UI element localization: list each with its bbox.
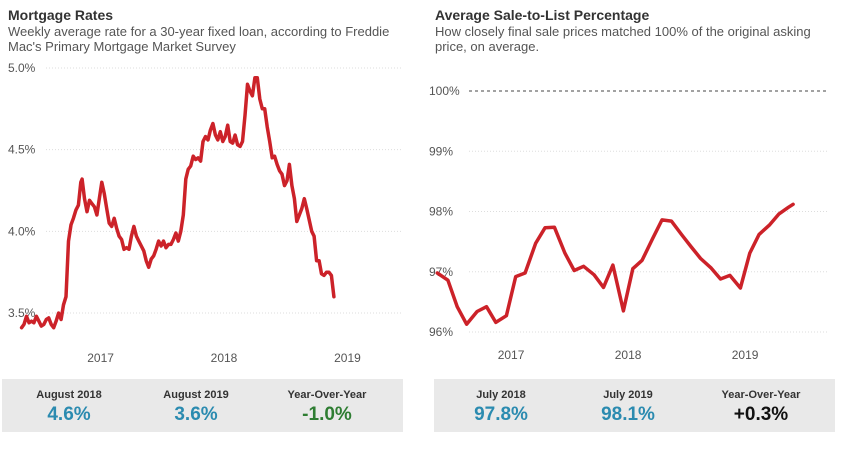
x-tick-label: 2018 [615,348,642,362]
stat-year-over-year: Year-Over-Year +0.3% [694,379,828,426]
stat-july-2018: July 2018 97.8% [434,379,568,426]
y-tick-label: 99% [429,144,453,158]
stat-august-2018: August 2018 4.6% [2,379,136,426]
y-tick-label: 4.5% [8,143,36,157]
mortgage-chart-subtitle: Weekly average rate for a 30-year fixed … [8,24,390,54]
x-tick-label: 2018 [211,351,238,365]
stat-label: August 2019 [163,389,229,401]
stat-label: July 2018 [476,389,526,401]
stat-august-2019: August 2019 3.6% [129,379,263,426]
sale-to-list-chart: 96% 97% 98% 99% 100% 2017 2018 2019 [429,84,827,362]
series-line [435,202,795,326]
y-tick-label: 96% [429,325,453,339]
y-tick-label: 97% [429,265,453,279]
stat-value: 98.1% [601,404,655,425]
x-tick-label: 2019 [334,351,361,365]
x-tick-label: 2017 [498,348,525,362]
stat-label: Year-Over-Year [287,389,367,401]
mortgage-chart-title: Mortgage Rates [8,7,114,23]
series-line [19,76,336,330]
stat-value: -1.0% [302,404,352,425]
stat-value: 4.6% [47,404,91,425]
stat-year-over-year: Year-Over-Year -1.0% [260,379,394,426]
stat-july-2019: July 2019 98.1% [561,379,695,426]
stat-value: 3.6% [174,404,218,425]
mortgage-rates-panel: Mortgage Rates Weekly average rate for a… [0,0,415,449]
y-tick-label: 5.0% [8,61,36,75]
stat-value: 97.8% [474,404,528,425]
sale-to-list-chart-title: Average Sale-to-List Percentage [435,7,650,23]
mortgage-stats-bar: August 2018 4.6% August 2019 3.6% Year-O… [2,379,403,432]
x-tick-label: 2019 [732,348,759,362]
sale-to-list-stats-bar: July 2018 97.8% July 2019 98.1% Year-Ove… [434,379,835,432]
sale-to-list-panel: Average Sale-to-List Percentage How clos… [427,0,853,449]
y-tick-label: 3.5% [8,306,36,320]
stat-label: July 2019 [603,389,653,401]
stat-value: +0.3% [733,404,789,425]
y-tick-label: 98% [429,205,453,219]
mortgage-rates-chart: 3.5% 4.0% 4.5% 5.0% 2017 2018 2019 [8,61,403,365]
stat-label: Year-Over-Year [721,389,801,401]
x-tick-label: 2017 [87,351,114,365]
y-tick-label: 4.0% [8,224,36,238]
sale-to-list-chart-subtitle: How closely final sale prices matched 10… [435,24,811,54]
y-tick-label: 100% [429,84,460,98]
stat-label: August 2018 [36,389,102,401]
